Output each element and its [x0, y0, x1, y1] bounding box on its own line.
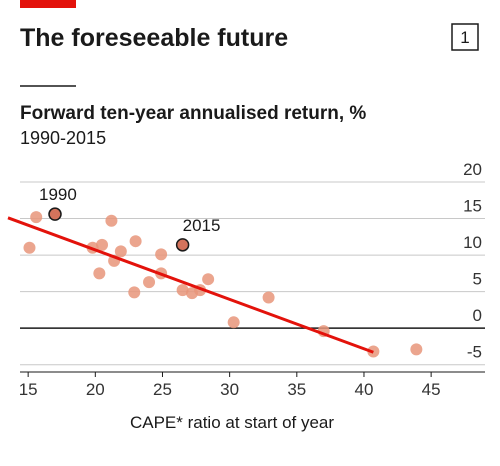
point [176, 284, 189, 297]
point [128, 286, 141, 299]
y-tick-label: 0 [473, 306, 482, 325]
x-tick-label: 15 [19, 380, 38, 399]
badge: 1 [460, 28, 469, 47]
y-tick-label: 5 [473, 270, 482, 289]
y-tick-label: -5 [467, 343, 482, 362]
x-tick-label: 45 [422, 380, 441, 399]
trend-line [7, 216, 374, 354]
x-tick-label: 30 [220, 380, 239, 399]
x-axis-label: CAPE* ratio at start of year [130, 413, 334, 432]
point [96, 238, 109, 251]
x-tick-label: 40 [355, 380, 374, 399]
point [23, 241, 36, 254]
point-label: 2015 [183, 216, 221, 235]
highlight-point [48, 207, 62, 221]
point [155, 248, 168, 261]
point [30, 211, 43, 224]
point [114, 245, 127, 258]
x-tick-label: 20 [86, 380, 105, 399]
point [410, 343, 423, 356]
point [262, 291, 275, 304]
chart-title: The foreseeable future [20, 24, 288, 52]
x-tick-label: 25 [153, 380, 172, 399]
y-tick-label: 20 [463, 160, 482, 179]
subtitle: Forward ten-year annualised return, % [20, 103, 366, 124]
point [202, 273, 215, 286]
point [227, 316, 240, 329]
brand-bar [20, 0, 76, 8]
y-tick-label: 15 [463, 197, 482, 216]
point [105, 214, 118, 227]
point-label: 1990 [39, 185, 77, 204]
y-tick-label: 10 [463, 233, 482, 252]
point [129, 235, 142, 248]
point [143, 276, 156, 289]
badge-box [451, 23, 479, 51]
highlight-point [175, 238, 190, 252]
x-tick-label: 35 [287, 380, 306, 399]
date-range: 1990-2015 [20, 128, 106, 148]
point [93, 267, 106, 280]
